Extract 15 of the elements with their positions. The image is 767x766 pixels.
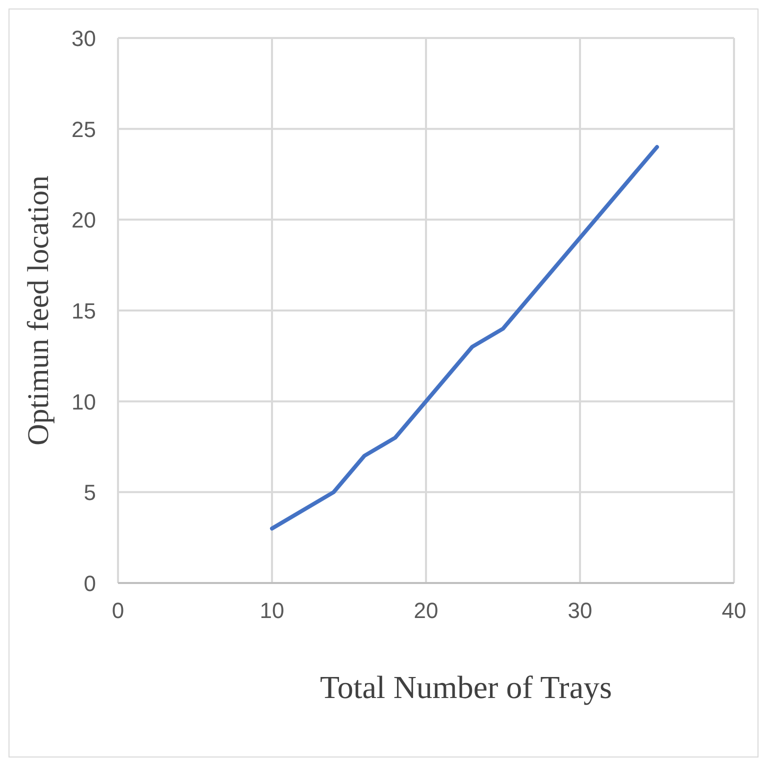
y-tick-label: 0 — [84, 571, 96, 596]
x-tick-label: 20 — [414, 598, 438, 623]
y-tick-label: 15 — [72, 298, 96, 324]
x-tick-label: 30 — [568, 598, 592, 623]
y-tick-label: 5 — [84, 480, 96, 506]
y-axis-title: Optimun feed location — [22, 176, 55, 446]
y-tick-label: 10 — [72, 389, 96, 414]
x-axis-title: Total Number of Trays — [320, 669, 612, 705]
y-tick-label: 20 — [72, 208, 96, 233]
x-tick-label: 0 — [112, 598, 124, 623]
x-tick-label: 10 — [260, 598, 284, 623]
line-series — [270, 145, 659, 530]
y-tick-label: 30 — [72, 26, 96, 51]
x-tick-label: 40 — [722, 598, 746, 623]
y-tick-label: 25 — [72, 116, 96, 142]
